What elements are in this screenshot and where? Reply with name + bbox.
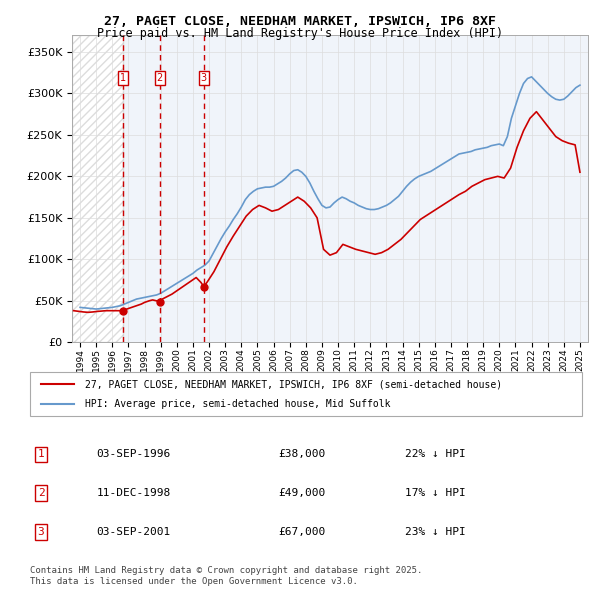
FancyBboxPatch shape — [30, 372, 582, 416]
Text: 2: 2 — [157, 73, 163, 83]
Bar — [72, 35, 123, 342]
Text: 11-DEC-1998: 11-DEC-1998 — [96, 489, 170, 498]
Text: £38,000: £38,000 — [278, 450, 326, 459]
Text: 17% ↓ HPI: 17% ↓ HPI — [406, 489, 466, 498]
Text: HPI: Average price, semi-detached house, Mid Suffolk: HPI: Average price, semi-detached house,… — [85, 399, 391, 408]
Text: 2: 2 — [38, 489, 44, 498]
Text: 3: 3 — [200, 73, 207, 83]
Bar — [72, 35, 123, 342]
Text: 03-SEP-2001: 03-SEP-2001 — [96, 527, 170, 537]
Text: Price paid vs. HM Land Registry's House Price Index (HPI): Price paid vs. HM Land Registry's House … — [97, 27, 503, 40]
Text: 3: 3 — [38, 527, 44, 537]
Text: 27, PAGET CLOSE, NEEDHAM MARKET, IPSWICH, IP6 8XF (semi-detached house): 27, PAGET CLOSE, NEEDHAM MARKET, IPSWICH… — [85, 379, 502, 389]
Text: Contains HM Land Registry data © Crown copyright and database right 2025.
This d: Contains HM Land Registry data © Crown c… — [30, 566, 422, 586]
Text: 27, PAGET CLOSE, NEEDHAM MARKET, IPSWICH, IP6 8XF: 27, PAGET CLOSE, NEEDHAM MARKET, IPSWICH… — [104, 15, 496, 28]
Text: 03-SEP-1996: 03-SEP-1996 — [96, 450, 170, 459]
Text: £67,000: £67,000 — [278, 527, 326, 537]
Text: 22% ↓ HPI: 22% ↓ HPI — [406, 450, 466, 459]
Text: 23% ↓ HPI: 23% ↓ HPI — [406, 527, 466, 537]
Text: 1: 1 — [38, 450, 44, 459]
Text: 1: 1 — [120, 73, 126, 83]
Text: £49,000: £49,000 — [278, 489, 326, 498]
